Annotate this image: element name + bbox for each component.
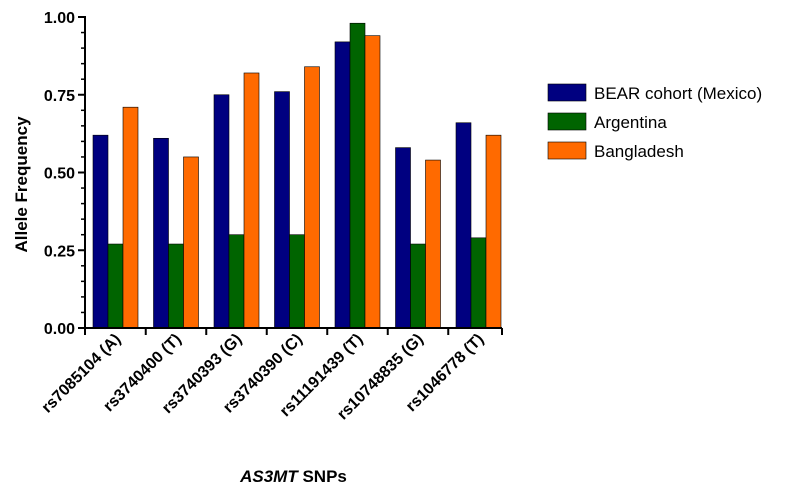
bar-2-7 xyxy=(470,237,487,329)
legend-swatch-2 xyxy=(547,112,587,131)
bar-3-2 xyxy=(183,156,199,329)
y-tick-label: 0.00 xyxy=(44,321,75,338)
bar-1-7 xyxy=(455,122,472,329)
bar-1-4 xyxy=(274,91,290,329)
bar-1-1 xyxy=(92,134,109,329)
legend-swatch-3 xyxy=(547,141,587,160)
y-tick-labels: 0.00 0.25 0.50 0.75 1.00 xyxy=(44,10,75,338)
bars-group xyxy=(92,22,502,329)
x-axis xyxy=(84,327,503,335)
bar-2-1 xyxy=(107,243,124,329)
legend-label-2: Argentina xyxy=(594,113,667,132)
legend-label-1: BEAR cohort (Mexico) xyxy=(594,84,762,103)
y-tick-label: 0.50 xyxy=(44,166,75,183)
x-axis-title: AS3MT SNPs xyxy=(239,467,347,486)
legend-label-3: Bangladesh xyxy=(594,142,684,161)
legend-swatch-1 xyxy=(547,83,587,102)
bar-3-1 xyxy=(122,106,139,329)
bar-2-4 xyxy=(289,234,305,329)
bar-1-2 xyxy=(153,137,169,329)
x-tick-labels: rs7085104 (A)rs3740400 (T)rs3740393 (G)r… xyxy=(39,331,488,424)
bar-3-7 xyxy=(485,134,502,329)
bar-2-3 xyxy=(228,234,245,329)
bar-3-6 xyxy=(425,159,441,329)
x-axis-title-gene: AS3MT xyxy=(239,467,299,486)
bar-3-3 xyxy=(243,72,260,329)
bar-1-5 xyxy=(334,41,351,329)
y-tick-label: 1.00 xyxy=(44,10,75,27)
bar-1-6 xyxy=(395,147,411,329)
x-axis-title-suffix: SNPs xyxy=(298,467,347,486)
y-tick-label: 0.25 xyxy=(44,243,75,260)
y-tick-label: 0.75 xyxy=(44,88,75,105)
bar-3-4 xyxy=(304,66,320,329)
legend: BEAR cohort (Mexico) Argentina Bangladesh xyxy=(547,83,762,161)
bar-2-5 xyxy=(349,22,366,329)
y-axis xyxy=(78,16,86,329)
bar-1-3 xyxy=(213,94,230,329)
y-axis-title: Allele Frequency xyxy=(12,116,31,253)
bar-3-5 xyxy=(364,35,381,329)
bar-2-6 xyxy=(410,243,426,329)
bar-2-2 xyxy=(168,243,184,329)
